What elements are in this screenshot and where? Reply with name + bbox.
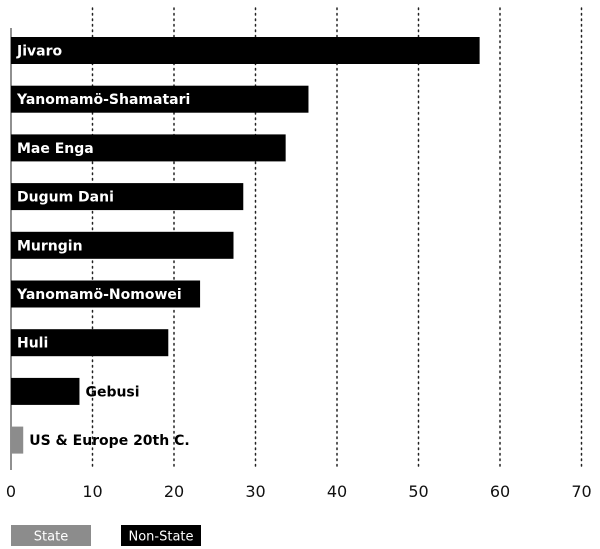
bar-yanomamo-shamatari [11,85,309,113]
bar-label-yanomamo-nomowei: Yanomamö-Nomowei [16,287,182,303]
bars: Jivaro Yanomamö-Shamatari Mae Enga Dugum Da… [11,37,480,454]
bar-mae-enga [11,134,286,162]
bar-label-gebusi: Gebusi [85,384,139,400]
bar-label-murngin: Murngin [17,238,83,254]
tick-label-50: 50 [408,482,428,501]
bar-murngin [11,231,234,259]
tick-label-0: 0 [6,482,16,501]
tick-label-10: 10 [82,482,102,501]
bar-gebusi [11,377,80,405]
tick-label-20: 20 [164,482,184,501]
bar-label-jivaro: Jivaro [16,44,62,60]
tick-label-30: 30 [245,482,265,501]
bar-label-dugum-dani: Dugum Dani [17,190,114,206]
bar-us-europe-20th-c [11,426,24,454]
tick-label-40: 40 [327,482,347,501]
bar-yanomamo-nomowei [11,280,201,308]
legend-swatch-state [11,525,91,546]
legend-label-state: State [34,530,68,545]
gridlines [10,7,583,471]
legend: State Non-State [11,525,201,546]
bar-dugum-dani [11,183,244,211]
x-axis-ticks: 0 10 20 30 40 50 60 70 [6,482,592,501]
bar-label-huli: Huli [17,336,48,352]
legend-label-non-state: Non-State [128,530,193,545]
bar-label-mae-enga: Mae Enga [17,141,94,157]
bar-huli [11,329,169,357]
bar-label-us-europe-20th-c: US & Europe 20th C. [29,433,189,449]
tick-label-60: 60 [490,482,510,501]
tick-label-70: 70 [571,482,591,501]
legend-swatch-non-state [121,525,201,546]
bar-jivaro [11,37,480,64]
bar-label-yanomamo-shamatari: Yanomamö-Shamatari [16,92,190,108]
